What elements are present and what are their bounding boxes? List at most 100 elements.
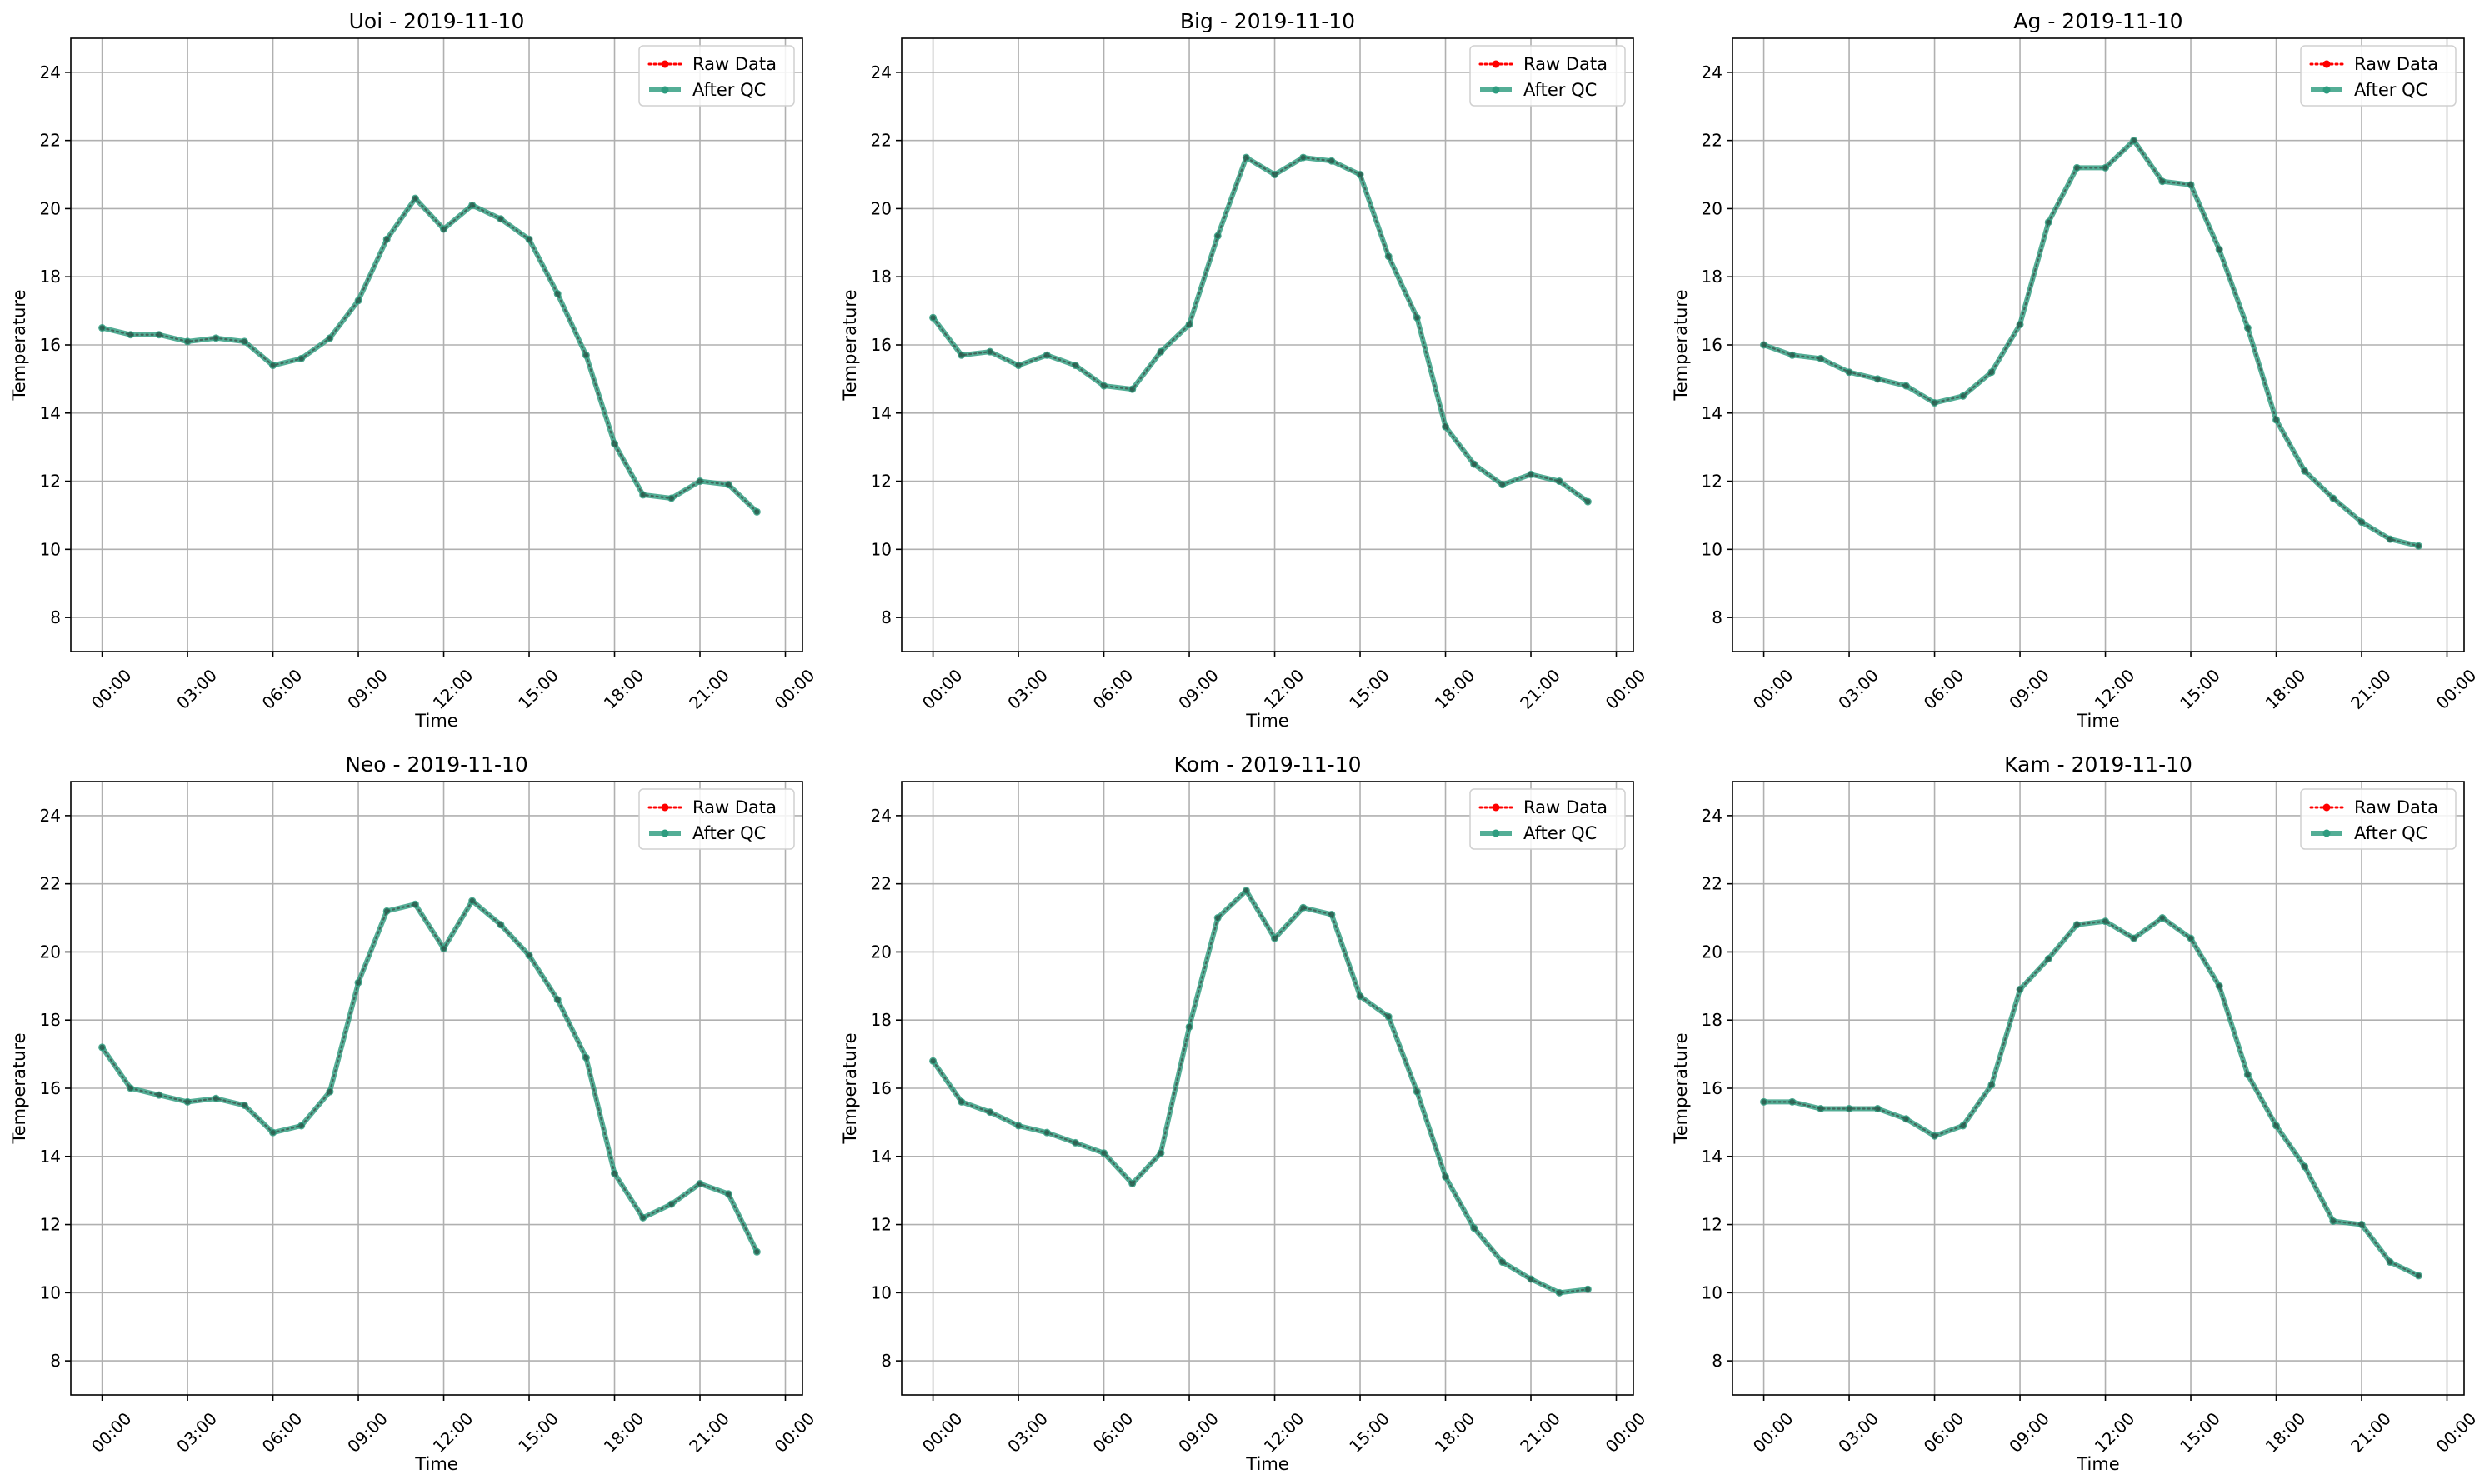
x-tick-label: 00:00 <box>1749 665 1798 713</box>
y-tick-label: 10 <box>40 539 61 559</box>
data-point <box>270 362 276 368</box>
legend-marker <box>2322 60 2331 68</box>
data-point <box>1761 1099 1767 1105</box>
chart-title: Big - 2019-11-10 <box>1180 9 1355 33</box>
y-axis-label: Temperature <box>9 289 29 401</box>
chart-panel: 8 10 12 14 16 18 20 22 24 00:00 03:00 06:00 09:00 12:… <box>9 752 818 1474</box>
data-point <box>2330 1218 2337 1224</box>
legend-marker <box>1492 86 1500 94</box>
legend-label: After QC <box>2354 823 2428 843</box>
legend: Raw Data After QC <box>638 45 795 107</box>
data-point <box>1215 915 1221 921</box>
series-raw-data <box>99 897 760 1255</box>
x-tick-label: 06:00 <box>1089 1408 1138 1457</box>
y-tick-label: 20 <box>871 942 892 962</box>
legend-item: Raw Data <box>2309 54 2438 74</box>
x-tick-label: 06:00 <box>1920 665 1968 713</box>
series-line <box>932 156 1589 503</box>
x-tick-label: 15:00 <box>2176 665 2224 713</box>
data-point <box>2358 519 2365 525</box>
data-point <box>1272 172 1278 177</box>
data-point <box>156 1092 162 1098</box>
data-point <box>1960 393 1966 399</box>
legend-label: After QC <box>1523 823 1597 843</box>
legend-label: After QC <box>2354 80 2428 100</box>
y-axis-label: Temperature <box>840 289 860 401</box>
y-tick-label: 22 <box>40 131 61 151</box>
legend-label: Raw Data <box>692 54 777 74</box>
data-point <box>2273 1122 2279 1129</box>
legend-marker <box>2322 86 2331 94</box>
data-point <box>583 352 589 358</box>
x-tick-label: 09:00 <box>343 1408 392 1457</box>
data-point <box>1186 1024 1192 1030</box>
chart-panel: 8 10 12 14 16 18 20 22 24 00:00 03:00 06:00 09:00 12:… <box>840 752 1649 1474</box>
data-point <box>1385 253 1392 259</box>
y-axis-label: Temperature <box>9 1032 29 1144</box>
data-point <box>640 492 646 498</box>
legend-marker <box>2322 803 2331 812</box>
data-point <box>2074 165 2080 171</box>
x-tick-label: 15:00 <box>1345 1408 1393 1457</box>
x-tick-label: 09:00 <box>1174 665 1222 713</box>
data-point <box>1357 993 1363 999</box>
data-point <box>1471 461 1477 467</box>
series-line <box>1762 138 2420 547</box>
data-point <box>1932 400 1938 406</box>
y-tick-label: 18 <box>1702 267 1722 287</box>
x-tick-label: 21:00 <box>1516 665 1564 713</box>
data-point <box>441 226 447 232</box>
axes-frame <box>70 781 803 1396</box>
data-point <box>2074 922 2080 927</box>
y-tick-label: 24 <box>871 62 892 82</box>
x-tick-label: 03:00 <box>1834 1408 1882 1457</box>
data-point <box>1846 369 1852 375</box>
y-tick-label: 24 <box>40 62 61 82</box>
y-tick-label: 16 <box>40 335 61 355</box>
data-point <box>2102 165 2108 171</box>
y-tick-label: 20 <box>40 198 61 218</box>
x-axis-label: Time <box>1245 1454 1288 1474</box>
x-tick-label: 00:00 <box>2432 665 2481 713</box>
x-tick-label: 18:00 <box>600 665 648 713</box>
legend-item: After QC <box>2311 80 2428 100</box>
chart-panel: 8 10 12 14 16 18 20 22 24 00:00 03:00 06:00 09:00 12:… <box>840 9 1649 731</box>
y-tick-label: 10 <box>1702 539 1722 559</box>
data-point <box>270 1129 276 1136</box>
chart-title: Uoi - 2019-11-10 <box>349 9 525 33</box>
data-point <box>1960 1122 1966 1129</box>
data-point <box>1072 1140 1078 1146</box>
data-point <box>355 297 362 304</box>
y-tick-label: 18 <box>871 1010 892 1030</box>
chart-title: Neo - 2019-11-10 <box>345 752 528 777</box>
data-point <box>242 1102 248 1108</box>
legend: Raw Data After QC <box>2300 45 2457 107</box>
x-axis-label: Time <box>2076 1454 2119 1474</box>
legend-marker <box>1492 60 1500 68</box>
data-point <box>1818 356 1824 362</box>
y-tick-label: 16 <box>1702 1078 1722 1098</box>
y-tick-label: 16 <box>871 335 892 355</box>
y-tick-label: 18 <box>871 267 892 287</box>
x-tick-label: 03:00 <box>1003 1408 1052 1457</box>
data-point <box>1158 1150 1164 1156</box>
x-tick-label: 00:00 <box>771 1408 819 1457</box>
series-raw-data <box>930 887 1591 1296</box>
data-point <box>1272 935 1278 942</box>
data-point <box>2302 1163 2308 1170</box>
data-point <box>1101 1150 1107 1156</box>
y-tick-label: 8 <box>881 607 892 627</box>
legend: Raw Data After QC <box>638 788 795 850</box>
x-tick-label: 06:00 <box>258 1408 307 1457</box>
legend-item: Raw Data <box>1478 797 1608 817</box>
data-point <box>2330 495 2337 502</box>
y-tick-label: 10 <box>40 1282 61 1302</box>
legend-marker <box>661 86 669 94</box>
series-line <box>1762 917 2420 1277</box>
chart-panel: 8 10 12 14 16 18 20 22 24 00:00 03:00 06:00 09:00 12:… <box>9 9 818 731</box>
data-point <box>697 1181 703 1187</box>
y-tick-label: 22 <box>1702 131 1722 151</box>
y-tick-label: 12 <box>871 1215 892 1235</box>
series-raw-data <box>1761 915 2422 1279</box>
